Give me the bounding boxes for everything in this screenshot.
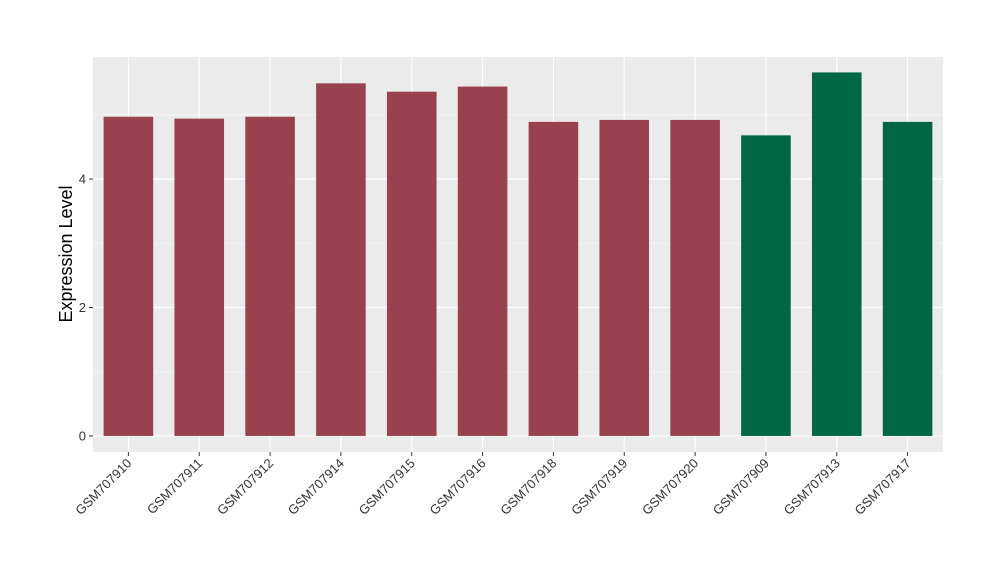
bar-GSM707918 (528, 121, 579, 436)
bar-GSM707916 (457, 86, 508, 436)
y-axis-title: Expression Level (56, 185, 76, 322)
bar-GSM707913 (811, 72, 862, 436)
x-tick-label: GSM707917 (851, 456, 913, 518)
x-tick-label: GSM707916 (426, 456, 488, 518)
bar-GSM707910 (103, 116, 154, 436)
x-tick-label: GSM707913 (781, 456, 843, 518)
bar-GSM707920 (670, 119, 720, 436)
x-tick-label: GSM707911 (144, 456, 206, 518)
bar-GSM707909 (741, 135, 791, 436)
x-tick-label: GSM707920 (639, 456, 701, 518)
x-tick-label: GSM707914 (285, 456, 347, 518)
bar-GSM707914 (316, 83, 366, 436)
bar-GSM707917 (882, 121, 933, 436)
x-tick-label: GSM707918 (497, 456, 559, 518)
plot-panel (93, 57, 943, 452)
y-tick-label: 4 (79, 172, 86, 187)
bar-GSM707912 (245, 116, 295, 436)
bar-GSM707919 (599, 119, 650, 436)
y-tick-label: 2 (79, 300, 86, 315)
x-tick-label: GSM707919 (568, 456, 630, 518)
y-tick-label: 0 (79, 428, 86, 443)
x-tick-label: GSM707915 (356, 456, 418, 518)
bar-GSM707911 (174, 118, 225, 436)
x-tick-label: GSM707910 (72, 456, 134, 518)
x-tick-label: GSM707909 (710, 456, 772, 518)
bars (103, 72, 933, 436)
bar-GSM707915 (386, 91, 437, 436)
x-tick-label: GSM707912 (214, 456, 276, 518)
